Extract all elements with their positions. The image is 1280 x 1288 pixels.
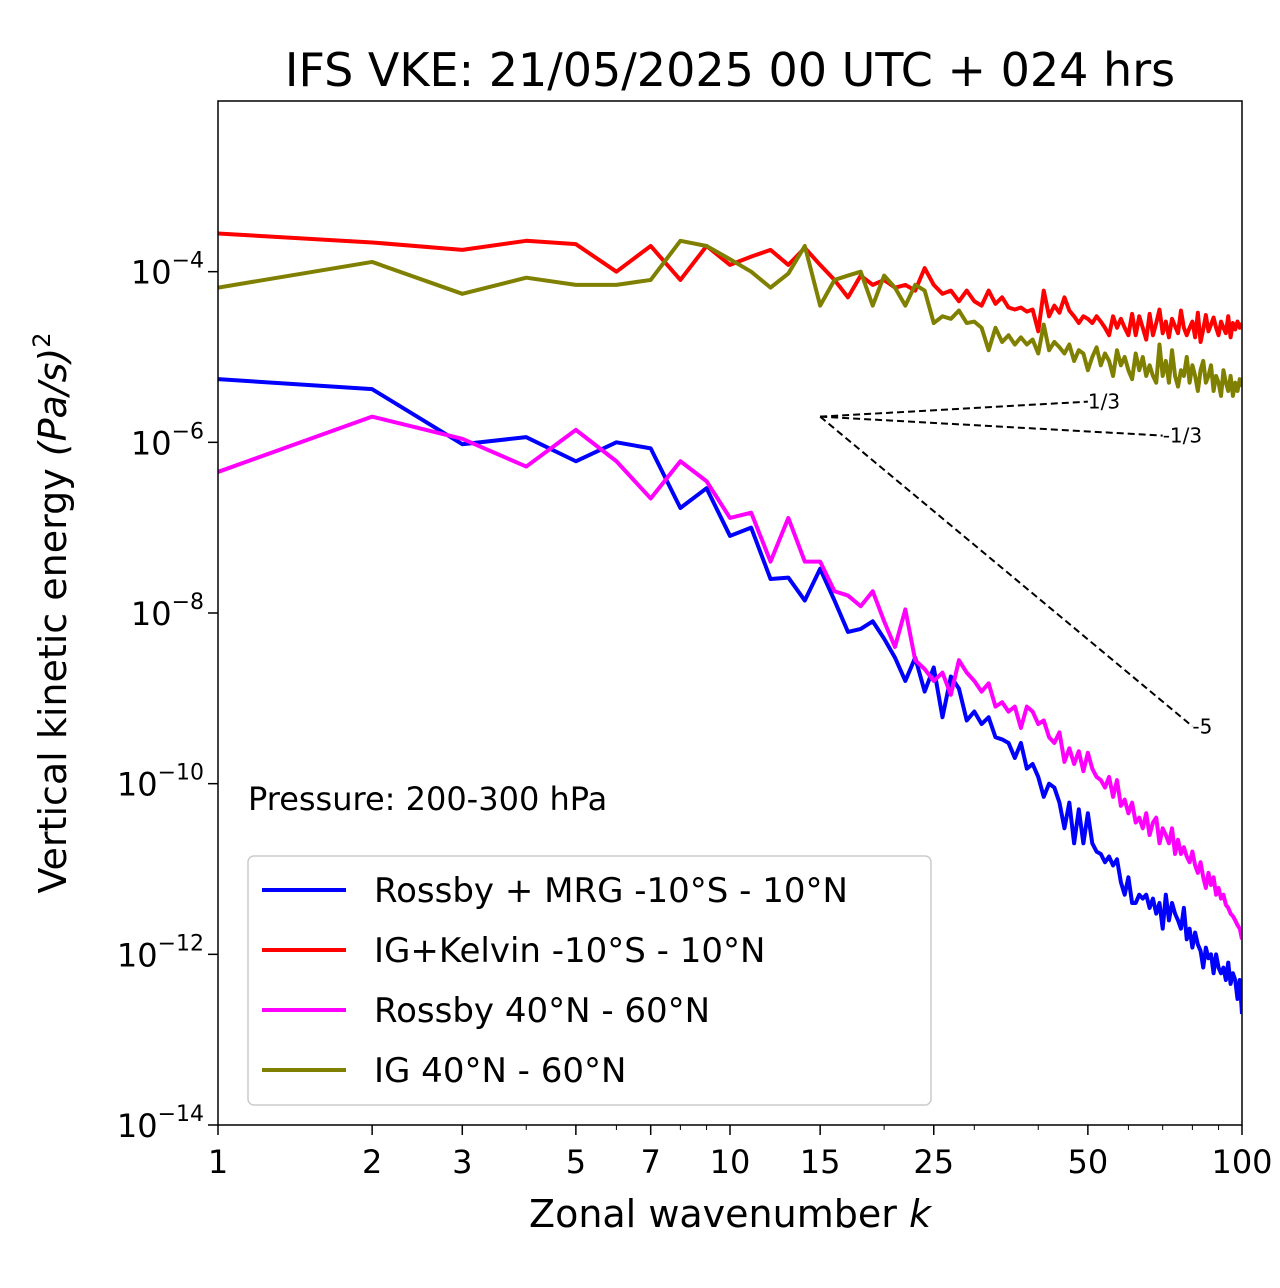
reference-lines: 1/3 -1/3 -5 (819, 390, 1212, 738)
x-axis-label: Zonal wavenumber k (529, 1192, 933, 1236)
legend-label-1: IG+Kelvin -10°S - 10°N (374, 931, 765, 971)
x-tick-label-5: 10 (710, 1143, 751, 1181)
series-lines (218, 231, 1242, 1015)
x-tick-label-3: 5 (566, 1143, 586, 1181)
series-line-0 (218, 377, 1242, 1015)
series-line-3 (218, 238, 1242, 398)
legend-label-2: Rossby 40°N - 60°N (374, 991, 710, 1031)
y-tick-label-4: 10−12 (117, 931, 204, 974)
reference-label-1: -1/3 (1163, 424, 1202, 448)
y-tick-label-1: 10−6 (131, 419, 204, 462)
chart-title: IFS VKE: 21/05/2025 00 UTC + 024 hrs (285, 43, 1175, 97)
x-tick-label-0: 1 (208, 1143, 228, 1181)
x-tick-label-8: 50 (1068, 1143, 1109, 1181)
x-tick-label-9: 100 (1211, 1143, 1272, 1181)
y-axis-label: Vertical kinetic energy (Pa/s)2 (28, 332, 75, 893)
x-tick-label-2: 3 (452, 1143, 472, 1181)
x-axis-label-var: k (909, 1192, 933, 1236)
reference-label-2: -5 (1192, 714, 1212, 738)
y-tick-label-5: 10−14 (117, 1102, 204, 1145)
plot-area: 1/3 -1/3 -5 1 2 3 5 7 10 15 25 50 100 10−4 10−6 10−8 10… (117, 100, 1273, 1181)
reference-line-1 (820, 415, 1163, 437)
legend-box (247, 855, 932, 1106)
legend: Rossby + MRG -10°S - 10°N IG+Kelvin -10°S… (247, 855, 932, 1106)
reference-line-0 (820, 400, 1088, 418)
x-tick-label-1: 2 (362, 1143, 382, 1181)
x-axis-label-text: Zonal wavenumber (529, 1192, 897, 1236)
axis-ticks: 1 2 3 5 7 10 15 25 50 100 10−4 10−6 10−8 10−10 10−12 10… (117, 249, 1273, 1181)
reference-label-0: 1/3 (1088, 390, 1120, 414)
y-axis-label-unit-sup: 2 (28, 332, 56, 347)
y-tick-label-3: 10−10 (117, 761, 204, 804)
x-tick-label-4: 7 (641, 1143, 661, 1181)
y-tick-label-2: 10−8 (131, 590, 204, 633)
reference-line-2 (819, 415, 1194, 728)
y-axis-label-unit: (Pa/s) (31, 348, 75, 456)
y-tick-label-0: 10−4 (131, 249, 204, 292)
x-tick-label-7: 25 (913, 1143, 954, 1181)
legend-label-3: IG 40°N - 60°N (374, 1051, 626, 1091)
series-line-1 (218, 231, 1242, 344)
pressure-annotation: Pressure: 200-300 hPa (248, 780, 607, 818)
legend-items: Rossby + MRG -10°S - 10°N IG+Kelvin -10°S… (262, 871, 848, 1091)
legend-label-0: Rossby + MRG -10°S - 10°N (374, 871, 848, 911)
series-line-2 (218, 414, 1242, 940)
x-tick-label-6: 15 (800, 1143, 841, 1181)
y-axis-label-text: Vertical kinetic energy (31, 468, 75, 893)
